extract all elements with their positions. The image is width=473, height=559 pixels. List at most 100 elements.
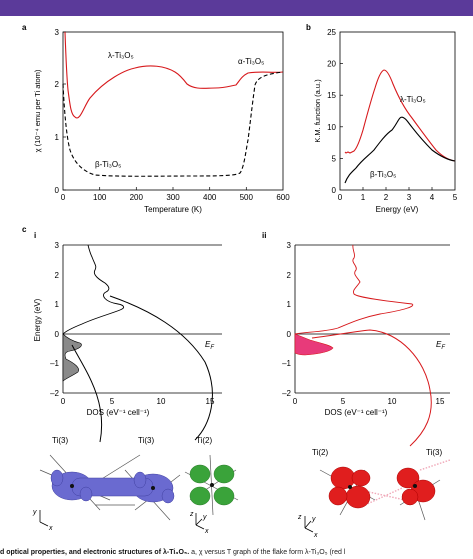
xtick-b-0: 0 [338,193,343,202]
xtick-a-200: 200 [130,193,144,202]
xtick-ci-10: 10 [157,397,166,406]
xticks-c-i: 0 5 10 15 [61,397,215,406]
plot-frame-b [339,31,456,191]
axes-icon-mid [195,513,205,530]
ytick-b-15: 15 [327,91,336,100]
orbital-blob-mid [189,464,235,506]
ytick-cii-3: 3 [287,241,292,250]
axis-y-left: y [32,509,37,516]
ytick-cii-2: 2 [287,271,292,280]
dos-fill-c-i [62,333,82,382]
xtick-cii-5: 5 [341,397,346,406]
xtick-a-0: 0 [61,193,66,202]
xlabel-c-ii: DOS (eV⁻¹ cell⁻¹) [325,408,388,417]
xtick-cii-10: 10 [388,397,397,406]
panel-label-b: b [306,23,311,32]
curve-label-a-alpha: α-Ti₃O₅ [238,57,264,66]
connector-c-i-left [71,344,103,443]
axis-y-right: y [311,516,316,523]
xtick-b-1: 1 [361,193,366,202]
ef-label-c-i: EF [205,340,214,351]
xlabel-b: Energy (eV) [376,205,419,214]
curve-label-a-beta: β-Ti₃O₅ [95,160,121,169]
ytick-ci-3: 3 [55,241,60,250]
ytick-ci-m2: –2 [50,389,59,398]
axes-icon-right [304,516,314,533]
xticks-a: 0 100 200 300 400 500 600 [61,187,290,202]
panel-c-ii: ii 3 2 1 0 –1 –2 0 5 10 15 DOS (eV⁻¹ cel… [262,231,450,447]
caption-bold: d optical properties, and electronic str… [0,549,190,556]
ytick-cii-m1: –1 [282,359,291,368]
bond-lines-right-pink [359,459,451,506]
xticks-c-ii: 0 5 10 15 [293,397,445,406]
ytick-ci-0: 0 [55,330,60,339]
connector-c-i-right [109,295,213,441]
orbital-left: Ti(3) Ti(3) y x [32,436,181,532]
curve-b-lambda [344,69,456,162]
panel-c-i: c i 3 2 1 0 –1 –2 0 5 10 15 DOS (eV⁻¹ ce… [22,225,222,443]
xtick-a-600: 600 [276,193,290,202]
xtick-cii-15: 15 [436,397,445,406]
orbital-mid: Ti(2) z y x [184,436,239,535]
xtick-b-3: 3 [407,193,412,202]
orbital-label-left-2: Ti(3) [138,436,154,445]
axis-x-mid: x [204,528,209,535]
xtick-a-500: 500 [240,193,254,202]
ytick-b-20: 20 [327,60,336,69]
xtick-ci-0: 0 [61,397,66,406]
figure-caption: d optical properties, and electronic str… [0,546,473,559]
ytick-a-0: 0 [55,186,60,195]
atom-ti3-left [70,484,74,488]
ytick-ci-2: 2 [55,271,60,280]
atom-ti3-right [151,486,155,490]
top-banner [0,0,473,16]
xticks-b: 0 1 2 3 4 5 [338,187,458,202]
curve-label-b-lambda: λ-Ti₃O₅ [400,95,426,104]
panel-label-a: a [22,23,27,32]
ef-label-c-ii: EF [436,340,445,351]
xtick-cii-0: 0 [293,397,298,406]
ylabel-c: Energy (eV) [33,298,42,341]
ytick-a-2: 2 [55,80,60,89]
connector-c-ii-left [311,329,432,447]
dos-curve-c-i [62,244,125,335]
ytick-a-1: 1 [55,133,60,142]
ytick-cii-m2: –2 [282,389,291,398]
axis-x-right: x [313,532,318,539]
orbital-blob-right [328,466,436,509]
ytick-b-0: 0 [332,186,337,195]
xtick-ci-15: 15 [206,397,215,406]
ytick-b-5: 5 [332,154,337,163]
ytick-b-25: 25 [327,28,336,37]
panel-a: a 0 1 2 3 0 100 200 300 400 500 600 [22,23,290,214]
atom-ti2-right [348,485,352,489]
dos-fill-c-ii [294,333,334,356]
orbital-label-left-1: Ti(3) [52,436,68,445]
orbital-right: Ti(2) Ti(3) z y x [297,448,451,539]
axis-y-mid: y [202,514,207,521]
ytick-cii-1: 1 [287,300,292,309]
ytick-a-3: 3 [55,28,60,37]
xtick-b-5: 5 [453,193,458,202]
orbital-label-mid: Ti(2) [196,436,212,445]
dos-curve-c-ii [294,244,414,335]
xlabel-c-i: DOS (eV⁻¹ cell⁻¹) [87,408,150,417]
xtick-a-400: 400 [203,193,217,202]
axis-x-left: x [48,525,53,532]
xtick-a-100: 100 [93,193,107,202]
curve-b-beta [344,116,456,184]
xtick-a-300: 300 [166,193,180,202]
ytick-cii-0: 0 [287,330,292,339]
yticks-c-i: 3 2 1 0 –1 –2 [50,241,59,398]
curve-a-beta [62,71,284,177]
xtick-b-4: 4 [430,193,435,202]
ylabel-b: K.M. function (a.u.) [313,79,322,143]
curve-label-a-lambda: λ-Ti₃O₅ [108,51,134,60]
atom-ti2-mid [210,483,214,487]
orbital-label-right-1: Ti(2) [312,448,328,457]
axis-z-right: z [297,514,302,521]
curve-label-b-beta: β-Ti₃O₅ [370,170,396,179]
atom-ti3-right-orb [413,484,417,488]
yticks-b: 0 5 10 15 20 25 [327,28,343,195]
